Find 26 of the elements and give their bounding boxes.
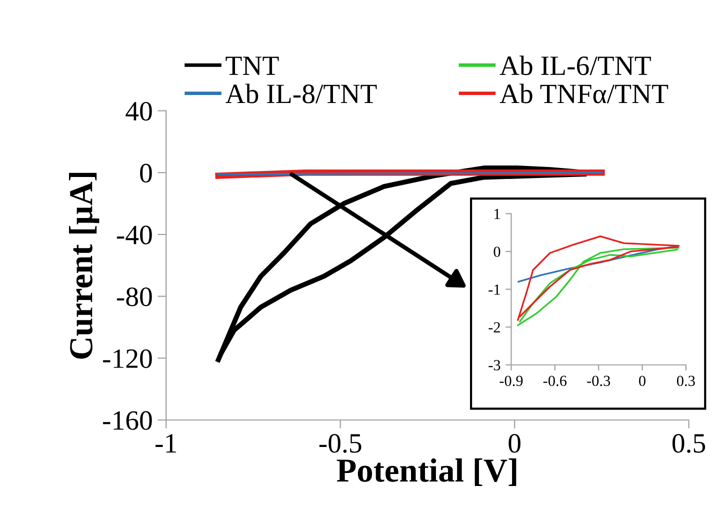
y-tick-label: 40: [126, 102, 152, 121]
legend-label: Ab TNFα/TNT: [500, 84, 668, 104]
y-tick-label: -1: [488, 284, 500, 295]
x-tick-label: 0: [639, 376, 646, 386]
y-tick-label: -80: [116, 287, 152, 306]
legend-label: Ab IL-8/TNT: [226, 84, 377, 104]
y-axis-title: Current [µA]: [68, 172, 100, 359]
y-tick-label: -2: [488, 322, 500, 332]
x-tick-label: -0.9: [500, 376, 523, 386]
x-tick-label: -0.6: [543, 376, 567, 386]
x-tick-label: 0.3: [676, 376, 695, 386]
x-tick-label: -0.5: [319, 434, 362, 453]
x-tick-label: 0.5: [672, 434, 706, 453]
x-axis-title: Potential [V]: [336, 458, 516, 486]
y-tick-label: 0: [494, 246, 500, 257]
legend-label: Ab IL-6/TNT: [500, 56, 651, 76]
y-tick-label: 0: [140, 164, 152, 183]
y-tick-label: -120: [103, 349, 152, 368]
legend-label: TNT: [226, 56, 279, 75]
x-tick-label: 0: [508, 434, 520, 453]
y-tick-label: -40: [116, 226, 152, 244]
x-tick-label: -1: [156, 434, 176, 452]
y-tick-label: 1: [494, 208, 500, 219]
y-tick-label: -3: [488, 360, 500, 370]
x-tick-label: -0.3: [587, 376, 610, 386]
y-tick-label: -160: [103, 411, 152, 430]
